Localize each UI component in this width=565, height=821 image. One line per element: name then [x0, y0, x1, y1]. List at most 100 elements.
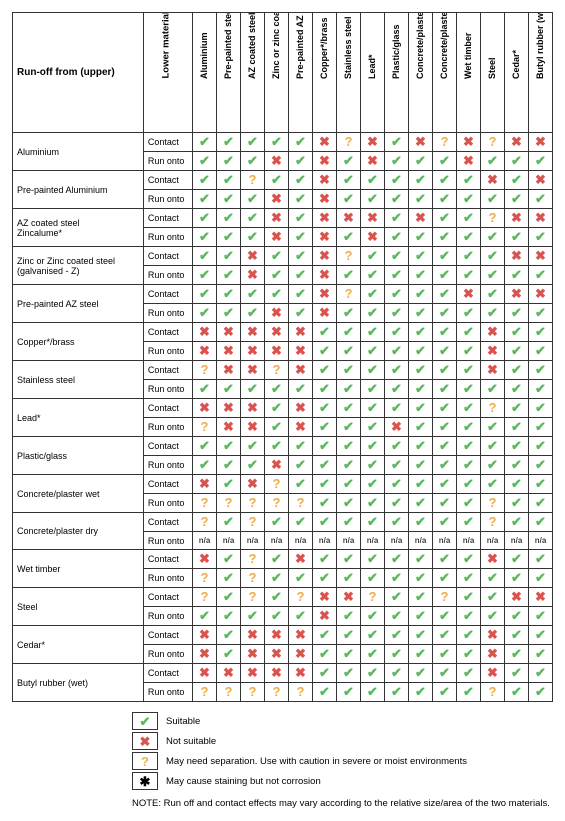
value-cell: ✔: [456, 664, 480, 683]
value-cell: ✔: [480, 247, 504, 266]
value-cell: ✔: [480, 418, 504, 437]
value-cell: ✔: [384, 323, 408, 342]
value-cell: ✔: [456, 494, 480, 513]
sub-label-cell: Run onto: [143, 266, 192, 285]
table-body: AluminiumContact✔✔✔✔✔✖?✖✔✖?✖?✖✖Run onto✔…: [13, 133, 553, 702]
value-cell: ✖: [192, 475, 216, 494]
value-cell: ✔: [456, 171, 480, 190]
value-cell: ✔: [408, 247, 432, 266]
value-cell: ✖: [528, 171, 552, 190]
table-row: Stainless steelContact?✖✖?✖✔✔✔✔✔✔✔✖✔✔: [13, 361, 553, 380]
value-cell: ✖: [312, 247, 336, 266]
value-cell: ✖: [336, 209, 360, 228]
value-cell: ✔: [288, 513, 312, 532]
value-cell: ✔: [192, 247, 216, 266]
value-cell: ✔: [432, 323, 456, 342]
value-cell: ✖: [456, 133, 480, 152]
value-cell: ✔: [192, 228, 216, 247]
value-cell: ✖: [240, 247, 264, 266]
value-cell: ✔: [504, 361, 528, 380]
value-cell: ?: [336, 285, 360, 304]
row-name-cell: Concrete/plaster dry: [13, 513, 144, 550]
legend: ✔ Suitable ✖ Not suitable ? May need sep…: [132, 712, 553, 790]
value-cell: ✖: [192, 550, 216, 569]
value-cell: ✔: [432, 190, 456, 209]
value-cell: ✔: [408, 607, 432, 626]
value-cell: ✔: [288, 228, 312, 247]
value-cell: ✖: [216, 342, 240, 361]
value-cell: ✔: [528, 683, 552, 702]
value-cell: ✔: [264, 569, 288, 588]
value-cell: ✔: [384, 569, 408, 588]
value-cell: ✔: [216, 380, 240, 399]
value-cell: ✔: [456, 626, 480, 645]
value-cell: ✔: [312, 342, 336, 361]
value-cell: ✔: [360, 607, 384, 626]
value-cell: n/a: [312, 532, 336, 550]
value-cell: ✔: [360, 361, 384, 380]
table-row: Lead*Contact✖✖✖✔✖✔✔✔✔✔✔✔?✔✔: [13, 399, 553, 418]
value-cell: ✖: [480, 645, 504, 664]
corner-header: Run-off from (upper): [13, 13, 144, 133]
row-name-cell: Plastic/glass: [13, 437, 144, 475]
value-cell: ✖: [312, 304, 336, 323]
value-cell: ✔: [240, 228, 264, 247]
value-cell: ✔: [216, 285, 240, 304]
row-name-cell: Cedar*: [13, 626, 144, 664]
value-cell: ✔: [408, 456, 432, 475]
value-cell: ✔: [432, 380, 456, 399]
value-cell: ✔: [528, 475, 552, 494]
value-cell: ✔: [264, 607, 288, 626]
value-cell: ✔: [336, 342, 360, 361]
value-cell: ✔: [384, 494, 408, 513]
value-cell: ✖: [240, 323, 264, 342]
value-cell: ✔: [432, 171, 456, 190]
value-cell: ✖: [240, 475, 264, 494]
value-cell: ✖: [264, 323, 288, 342]
table-row: Copper*/brassContact✖✖✖✖✖✔✔✔✔✔✔✔✖✔✔: [13, 323, 553, 342]
value-cell: ✖: [360, 209, 384, 228]
row-name-cell: Butyl rubber (wet): [13, 664, 144, 702]
value-cell: ?: [288, 494, 312, 513]
value-cell: ?: [192, 588, 216, 607]
value-cell: ✔: [192, 209, 216, 228]
value-cell: ✖: [192, 664, 216, 683]
value-cell: ✔: [360, 494, 384, 513]
value-cell: ✔: [528, 266, 552, 285]
value-cell: ✔: [216, 513, 240, 532]
value-cell: ✔: [456, 342, 480, 361]
value-cell: ✔: [504, 380, 528, 399]
value-cell: ✔: [312, 323, 336, 342]
column-header: AZ coated steel: [240, 13, 264, 133]
value-cell: ✔: [504, 342, 528, 361]
value-cell: ✔: [456, 247, 480, 266]
asterisk-icon: ✱: [132, 772, 158, 790]
value-cell: ✔: [528, 190, 552, 209]
row-name-cell: Steel: [13, 588, 144, 626]
value-cell: ✔: [456, 266, 480, 285]
table-row: AZ coated steelZincalume*Contact✔✔✔✖✔✖✖✖…: [13, 209, 553, 228]
value-cell: ✔: [216, 171, 240, 190]
sub-label-cell: Run onto: [143, 645, 192, 664]
header-row: Run-off from (upper) Lower material Alum…: [13, 13, 553, 133]
value-cell: ✔: [312, 399, 336, 418]
legend-staining: ✱ May cause staining but not corrosion: [132, 772, 553, 790]
value-cell: ✖: [456, 152, 480, 171]
value-cell: ✖: [312, 171, 336, 190]
value-cell: ✔: [192, 133, 216, 152]
value-cell: ✔: [528, 437, 552, 456]
value-cell: ✔: [480, 607, 504, 626]
value-cell: ✖: [264, 209, 288, 228]
value-cell: ✔: [240, 190, 264, 209]
value-cell: ✔: [264, 418, 288, 437]
value-cell: ?: [360, 588, 384, 607]
value-cell: ✔: [288, 247, 312, 266]
value-cell: ✔: [408, 266, 432, 285]
value-cell: ✔: [456, 683, 480, 702]
value-cell: ✔: [384, 133, 408, 152]
column-header: Pre-painted AZ steel: [288, 13, 312, 133]
value-cell: ✔: [240, 304, 264, 323]
value-cell: ✖: [264, 626, 288, 645]
value-cell: ✖: [216, 418, 240, 437]
value-cell: ✔: [336, 418, 360, 437]
